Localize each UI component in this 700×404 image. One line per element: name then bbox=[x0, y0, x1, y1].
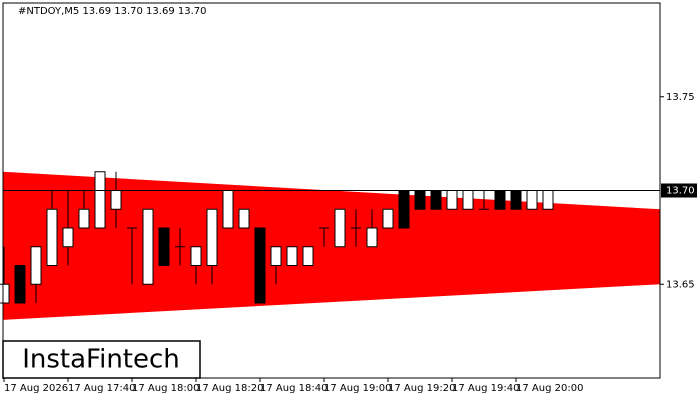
x-tick-label: 17 Aug 18:40 bbox=[260, 383, 327, 394]
candle-body bbox=[62, 227, 74, 248]
candle-body bbox=[14, 265, 26, 304]
candle-body bbox=[110, 190, 122, 210]
x-tick-label: 17 Aug 19:20 bbox=[388, 383, 455, 394]
candle-body bbox=[78, 208, 90, 229]
candle-body bbox=[222, 190, 234, 229]
candle-body bbox=[334, 208, 346, 248]
candle-body bbox=[494, 190, 506, 210]
candle-body bbox=[206, 208, 218, 266]
x-tick-label: 17 Aug 18:00 bbox=[132, 383, 199, 394]
candle-body bbox=[190, 246, 202, 266]
logo: InstaFintech bbox=[22, 345, 180, 375]
candle-body bbox=[526, 190, 538, 210]
candle-body bbox=[30, 246, 42, 285]
last-price-label: 13.70 bbox=[666, 186, 695, 197]
candle-body bbox=[286, 246, 298, 266]
candle-body bbox=[0, 283, 10, 304]
candle-body bbox=[94, 171, 106, 229]
candle-body bbox=[302, 246, 314, 266]
plot-area bbox=[0, 171, 660, 320]
candle-body bbox=[510, 190, 522, 210]
x-tick-label: 17 Aug 20:00 bbox=[516, 383, 583, 394]
candle-body bbox=[270, 246, 282, 266]
candle-body bbox=[430, 190, 442, 210]
candle-body bbox=[446, 190, 458, 210]
last-price-box bbox=[661, 183, 697, 198]
candle-body bbox=[366, 227, 378, 248]
x-tick-label: 17 Aug 17:40 bbox=[68, 383, 135, 394]
y-tick-label: 13.65 bbox=[666, 279, 695, 290]
candle-body bbox=[238, 208, 250, 229]
logo-box bbox=[2, 340, 201, 379]
candle-body bbox=[382, 208, 394, 229]
x-tick-label: 17 Aug 18:20 bbox=[196, 383, 263, 394]
x-tick-label: 17 Aug 19:00 bbox=[324, 383, 391, 394]
candle-body bbox=[542, 190, 554, 210]
candle-body bbox=[254, 227, 266, 304]
chart-title: #NTDOY,M5 13.69 13.70 13.69 13.70 bbox=[18, 6, 207, 17]
candle-body bbox=[414, 190, 426, 210]
candle-body bbox=[142, 208, 154, 285]
y-tick-label: 13.75 bbox=[666, 92, 695, 103]
candle-body bbox=[158, 227, 170, 266]
x-tick-label: 17 Aug 2026 bbox=[4, 383, 68, 394]
x-tick-label: 17 Aug 19:40 bbox=[452, 383, 519, 394]
candle-body bbox=[462, 190, 474, 210]
candle-body bbox=[398, 190, 410, 229]
candle-body bbox=[46, 208, 58, 266]
